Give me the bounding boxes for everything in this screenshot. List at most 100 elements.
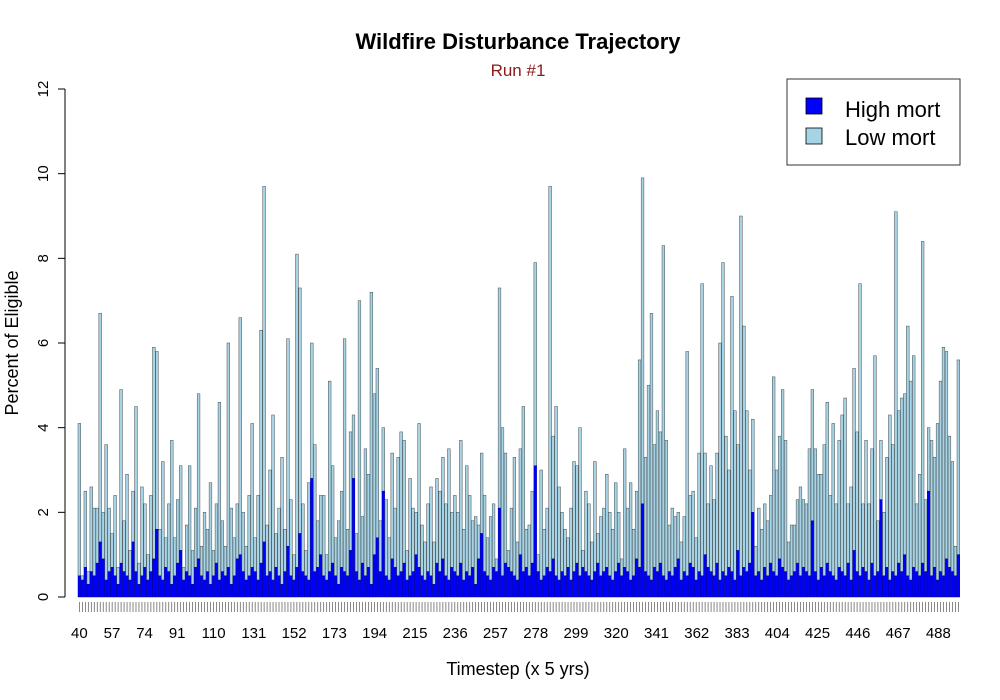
bar-high-mort [167, 571, 171, 598]
bar-high-mort [500, 575, 505, 598]
bar-low-mort [623, 448, 627, 568]
bar-high-mort [345, 575, 350, 598]
bar-low-mort [956, 359, 960, 555]
bar-low-mort [655, 410, 660, 572]
bar-low-mort [810, 389, 814, 522]
bar-low-mort [134, 406, 138, 572]
bar-high-mort [682, 571, 686, 598]
bar-low-mort [766, 520, 770, 577]
bar-low-mort [554, 406, 558, 577]
bar-low-mort [912, 355, 916, 568]
bar-low-mort [235, 503, 239, 560]
bar-high-mort [554, 575, 558, 598]
bar-high-mort [894, 575, 898, 598]
bar-low-mort [339, 490, 344, 568]
bar-high-mort [277, 575, 281, 598]
bar-high-mort [369, 584, 373, 598]
bar-high-mort [688, 562, 692, 598]
bar-high-mort [649, 579, 654, 598]
bar-low-mort [605, 474, 609, 568]
bar-low-mort [584, 490, 588, 572]
bar-high-mort [202, 579, 207, 598]
bar-high-mort [110, 567, 114, 598]
bar-low-mort [459, 440, 463, 564]
bar-low-mort [730, 296, 734, 572]
bar-high-mort [861, 567, 865, 598]
bar-high-mort [506, 567, 511, 598]
x-tick-label: 152 [282, 625, 307, 642]
bar-high-mort [828, 571, 832, 598]
bar-low-mort [828, 495, 832, 572]
bar-high-mort [432, 584, 436, 598]
bar-high-mort [483, 571, 487, 598]
bar-low-mort [778, 435, 782, 560]
bar-high-mort [685, 575, 689, 598]
bar-high-mort [408, 575, 412, 598]
bar-low-mort [703, 452, 707, 555]
bar-high-mort [691, 567, 695, 598]
bar-high-mort [697, 571, 701, 598]
bar-high-mort [444, 575, 448, 598]
bar-high-mort [98, 541, 102, 598]
bar-high-mort [223, 575, 227, 598]
bar-high-mort [748, 562, 752, 598]
bar-low-mort [581, 550, 585, 568]
x-tick-label: 299 [563, 625, 588, 642]
bar-high-mort [569, 579, 573, 598]
bar-low-mort [795, 499, 800, 564]
bar-high-mort [754, 575, 758, 598]
bar-low-mort [211, 550, 216, 577]
bar-low-mort [542, 529, 546, 577]
bar-high-mort [938, 571, 943, 598]
bar-low-mort [393, 507, 397, 568]
bar-high-mort [509, 571, 514, 598]
bar-low-mort [599, 516, 603, 577]
bar-low-mort [274, 533, 278, 568]
bar-high-mort [903, 554, 907, 598]
bar-low-mort [620, 558, 624, 577]
bar-high-mort [134, 571, 138, 598]
bar-high-mort [632, 575, 636, 598]
bar-low-mort [238, 317, 242, 555]
bar-low-mort [909, 380, 913, 581]
bar-low-mort [548, 186, 552, 572]
bar-low-mort [399, 431, 403, 572]
bar-high-mort [274, 567, 278, 598]
bar-high-mort [751, 512, 755, 598]
bar-high-mort [667, 571, 671, 598]
bar-low-mort [539, 469, 543, 581]
bar-low-mort [938, 380, 943, 572]
bar-high-mort [468, 575, 472, 598]
bar-low-mort [387, 537, 391, 581]
bar-low-mort [182, 567, 186, 581]
bar-high-mort [897, 562, 901, 598]
bar-low-mort [769, 495, 773, 564]
bar-low-mort [262, 186, 266, 543]
bar-high-mort [229, 584, 233, 598]
bar-high-mort [766, 575, 770, 598]
bar-high-mort [599, 575, 603, 598]
bar-low-mort [506, 550, 511, 568]
bar-high-mort [712, 575, 716, 598]
bar-low-mort [563, 529, 567, 577]
bar-high-mort [104, 579, 108, 598]
bar-high-mort [578, 575, 582, 598]
bar-low-mort [807, 448, 812, 577]
bar-low-mort [798, 486, 803, 577]
bar-low-mort [345, 529, 350, 577]
bar-low-mort [208, 482, 213, 585]
bar-low-mort [438, 490, 442, 572]
bar-high-mort [113, 575, 117, 598]
bar-low-mort [354, 533, 359, 572]
bar-low-mort [694, 537, 698, 581]
bar-low-mort [861, 503, 865, 568]
bar-low-mort [804, 503, 809, 572]
bar-low-mort [119, 389, 123, 564]
bar-low-mort [161, 461, 165, 581]
bar-low-mort [390, 452, 394, 560]
bar-low-mort [712, 499, 716, 577]
bar-low-mort [199, 545, 204, 577]
bar-low-mort [524, 529, 528, 568]
bar-high-mort [488, 579, 493, 598]
bar-low-mort [462, 529, 466, 581]
